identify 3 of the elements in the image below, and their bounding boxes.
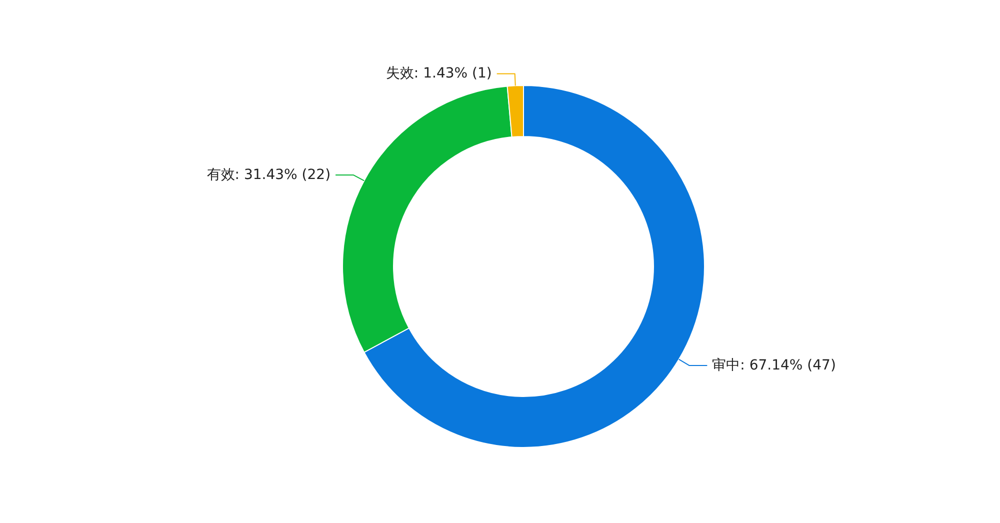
slice-label: 审中: 67.14% (47) (712, 357, 836, 374)
slice-label: 失效: 1.43% (1) (386, 66, 492, 82)
slice-label: 有效: 31.43% (22) (206, 167, 331, 184)
